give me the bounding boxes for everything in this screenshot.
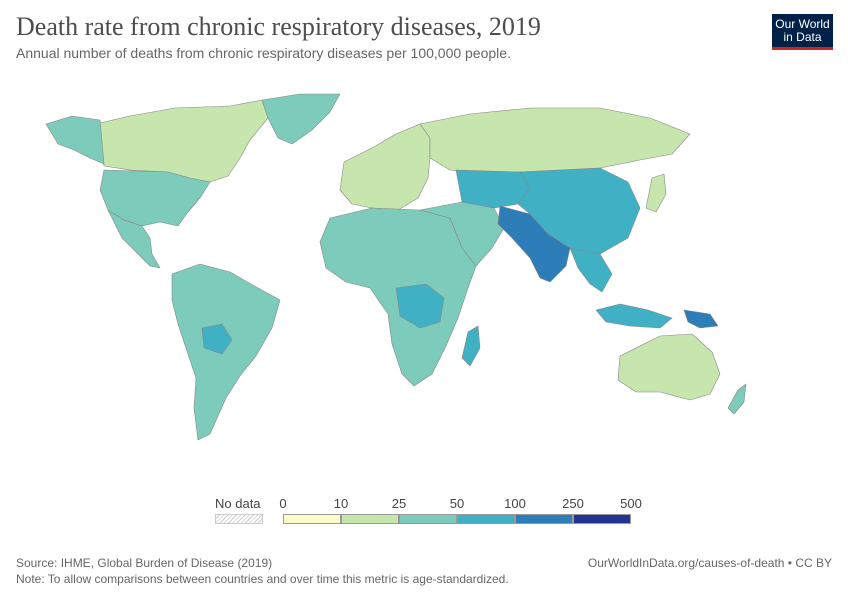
region-greenland[interactable]: [261, 93, 341, 145]
region-russia[interactable]: [419, 107, 691, 175]
region-north-america[interactable]: [99, 99, 269, 183]
footer-url[interactable]: OurWorldInData.org/causes-of-death • CC …: [587, 556, 832, 570]
page-title: Death rate from chronic respiratory dise…: [16, 12, 541, 41]
region-southeast-asia[interactable]: [569, 247, 613, 293]
legend-bin[interactable]: [341, 514, 399, 524]
region-bolivia[interactable]: [201, 323, 233, 355]
legend-tick-label: 100: [504, 496, 526, 511]
logo-line-1: Our World: [775, 17, 830, 31]
legend-bin[interactable]: [283, 514, 341, 524]
world-map: [45, 93, 747, 441]
legend-bin[interactable]: [515, 514, 573, 524]
legend-bin[interactable]: [457, 514, 515, 524]
legend-tick-label: 50: [449, 496, 465, 511]
footer-source[interactable]: Source: IHME, Global Burden of Disease (…: [16, 556, 273, 570]
legend-tick-label: 25: [391, 496, 407, 511]
region-south-america[interactable]: [171, 263, 281, 441]
legend-bin[interactable]: [573, 514, 631, 524]
region-japan[interactable]: [645, 173, 667, 213]
region-europe[interactable]: [339, 123, 431, 211]
region-papua-new-guinea[interactable]: [683, 309, 719, 329]
region-alaska[interactable]: [45, 115, 105, 165]
legend-tick-label: 250: [562, 496, 584, 511]
page-subtitle: Annual number of deaths from chronic res…: [16, 45, 511, 61]
legend-tick-label: 0: [279, 496, 287, 511]
region-mexico[interactable]: [107, 209, 161, 269]
owid-logo[interactable]: Our World in Data: [772, 14, 833, 50]
logo-line-2: in Data: [783, 30, 822, 44]
legend-no-data-label: No data: [215, 496, 261, 511]
region-new-zealand[interactable]: [727, 383, 747, 415]
legend-bin[interactable]: [399, 514, 457, 524]
footer-note: Note: To allow comparisons between count…: [16, 572, 509, 586]
region-madagascar[interactable]: [461, 325, 481, 367]
legend-tick-label: 500: [620, 496, 642, 511]
region-indonesia[interactable]: [595, 303, 673, 329]
legend-tick-label: 10: [333, 496, 349, 511]
legend-no-data-swatch: [215, 514, 263, 524]
region-india[interactable]: [497, 205, 571, 283]
region-central-africa[interactable]: [395, 283, 445, 329]
region-australia[interactable]: [617, 333, 721, 401]
